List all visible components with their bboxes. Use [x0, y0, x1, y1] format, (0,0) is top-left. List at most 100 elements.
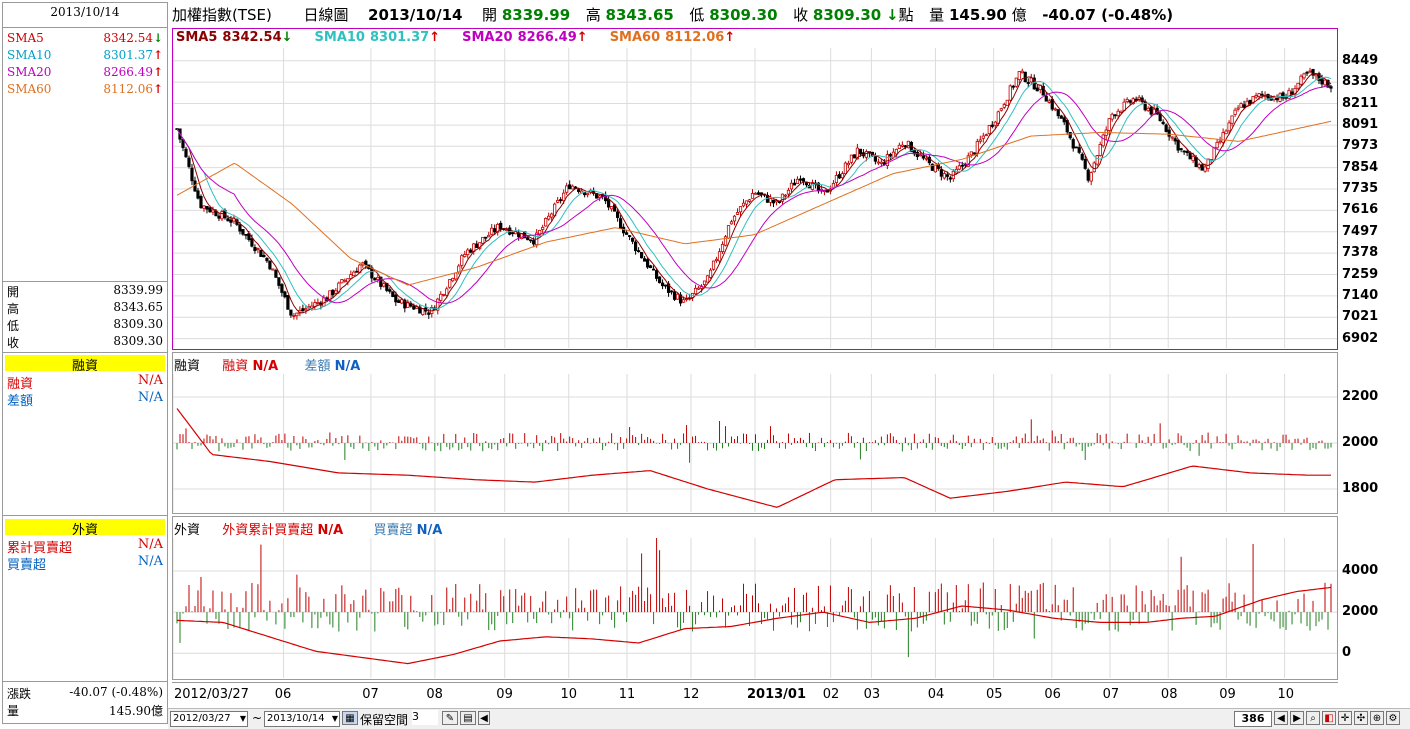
candle-body	[271, 268, 275, 271]
y-tick-label: 4000	[1342, 562, 1379, 578]
cursor-icon[interactable]: ✛	[1338, 711, 1352, 725]
sma-legend-label: SMA20	[462, 30, 513, 45]
end-date-select[interactable]: 2013/10/14 ▼	[264, 711, 340, 727]
y-tick-label: 7140	[1342, 287, 1379, 303]
start-date-select[interactable]: 2012/03/27 ▼	[170, 711, 248, 727]
scroll-left-icon[interactable]: ◀	[478, 711, 490, 725]
left-indicator-label: 融資	[7, 377, 34, 392]
footer-toolbar: 2012/03/27 ▼ ~ 2013/10/14 ▼ ▦ 保留空間 3 ✎ ▤…	[168, 708, 1410, 729]
scroll-right-icon[interactable]: ▶	[1290, 711, 1304, 725]
candle-body	[978, 139, 982, 142]
candle-body	[750, 193, 755, 199]
candle-body	[292, 315, 296, 317]
candle-body	[1074, 146, 1078, 149]
candle-body	[598, 195, 602, 198]
candle-body	[463, 253, 467, 257]
candle-body	[1305, 71, 1309, 74]
margin-legend-a: 融資	[222, 359, 249, 374]
zoom-icon[interactable]: ⌕	[1306, 711, 1320, 725]
left-sma-list: SMA5 8342.54 ↓ SMA10 8301.37 ↑ SMA20 8266.49 ↑ SM…	[3, 31, 167, 101]
candle-body	[1287, 89, 1291, 99]
candle-body	[1056, 109, 1060, 117]
left-ohlc-row: 收 8309.30	[7, 334, 163, 351]
candle-body	[1116, 110, 1120, 117]
settings-icon[interactable]: ⚙	[1386, 711, 1400, 725]
candle-body	[1110, 113, 1114, 120]
candle-body	[448, 279, 452, 288]
candle-body	[226, 218, 230, 222]
candle-body	[577, 189, 581, 192]
candle-body	[184, 148, 188, 158]
candle-body	[636, 250, 641, 252]
candle-body	[771, 199, 776, 204]
candle-body	[1128, 100, 1132, 103]
candle-body	[1023, 71, 1027, 83]
header-index-name: 加權指數(TSE)	[172, 6, 272, 24]
foreign-y-axis: 4000 2000 0	[1340, 516, 1408, 680]
candle-body	[666, 283, 671, 293]
candle-body	[451, 277, 455, 282]
candle-body	[897, 144, 901, 149]
left-ohlc-row: 開 8339.99	[7, 283, 163, 300]
candle-body	[852, 154, 857, 159]
candle-body	[373, 278, 377, 281]
candle-body	[756, 192, 761, 195]
candle-body	[1137, 96, 1141, 100]
candle-body	[403, 299, 407, 309]
reserve-space-input[interactable]: 3	[412, 710, 438, 725]
candle-body	[457, 265, 461, 273]
candle-body	[1041, 85, 1045, 96]
zoom-in-icon[interactable]: ⊕	[1370, 711, 1384, 725]
left-indicator-value: N/A	[137, 537, 163, 552]
candle-body	[639, 252, 644, 259]
candle-body	[1053, 108, 1057, 111]
change-label: 漲跌	[7, 687, 32, 701]
candle-body	[669, 290, 674, 293]
candle-body	[217, 215, 221, 219]
left-ohlc-row: 高 8343.65	[7, 300, 163, 317]
candle-body	[1125, 98, 1129, 102]
x-tick-label: 09	[496, 687, 513, 702]
candle-body	[999, 108, 1003, 111]
candle-body	[202, 205, 206, 209]
x-tick-label: 08	[426, 687, 443, 702]
candle-body	[505, 229, 509, 232]
candle-body	[1014, 77, 1018, 87]
candle-body	[454, 272, 458, 280]
left-ohlc-label: 開	[7, 285, 20, 299]
candle-body	[208, 207, 212, 213]
candle-body	[723, 236, 728, 246]
candle-body	[466, 249, 470, 256]
toolbar-icon[interactable]: ✎	[442, 711, 458, 725]
candle-body	[1194, 156, 1198, 167]
candle-body	[735, 212, 740, 215]
candle-body	[280, 284, 284, 293]
candle-body	[678, 294, 683, 304]
candle-body	[843, 162, 848, 175]
candle-body	[352, 271, 356, 276]
y-tick-label: 2200	[1342, 389, 1379, 404]
candle-body	[547, 215, 551, 220]
apply-range-icon[interactable]: ▦	[342, 711, 358, 725]
toolbar-icon[interactable]: ▤	[460, 711, 476, 725]
candle-body	[1107, 118, 1111, 131]
candle-body	[987, 125, 991, 134]
candle-body	[286, 295, 290, 310]
bar-count: 386	[1234, 711, 1272, 727]
candle-body	[1233, 109, 1237, 115]
candle-body	[846, 162, 851, 166]
margin-legend-b: 差額	[304, 359, 331, 374]
candle-body	[681, 299, 686, 303]
candle-body	[340, 279, 344, 284]
candle-body	[382, 283, 386, 287]
restore-icon[interactable]: ◧	[1322, 711, 1336, 725]
candle-body	[1329, 86, 1333, 89]
scroll-left-icon[interactable]: ◀	[1274, 711, 1288, 725]
candle-body	[484, 236, 488, 239]
expand-icon[interactable]: ✣	[1354, 711, 1368, 725]
candle-body	[349, 274, 353, 279]
chevron-down-icon: ▼	[239, 714, 246, 723]
candle-body	[1320, 78, 1324, 85]
sma-legend-label: SMA5	[176, 30, 218, 45]
margin-legend-b-value: N/A	[334, 359, 361, 374]
